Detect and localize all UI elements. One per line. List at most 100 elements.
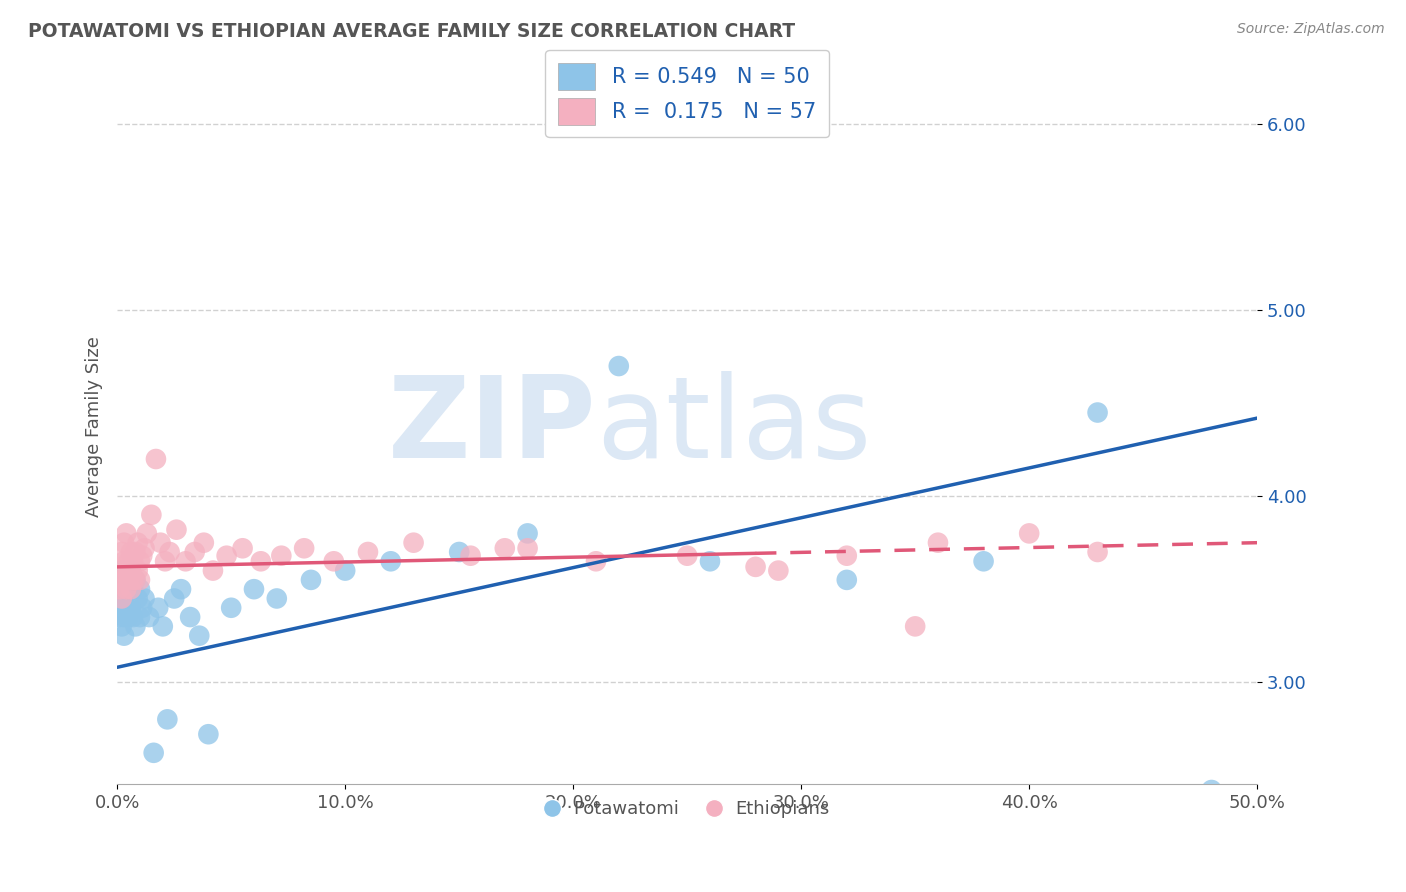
Point	[112, 573, 135, 587]
Point	[585, 554, 607, 568]
Point	[115, 526, 138, 541]
Point	[120, 564, 142, 578]
Text: atlas: atlas	[596, 371, 872, 482]
Point	[120, 582, 142, 597]
Point	[250, 554, 273, 568]
Point	[835, 549, 858, 563]
Point	[129, 610, 152, 624]
Point	[1087, 405, 1109, 419]
Point	[108, 564, 131, 578]
Point	[112, 573, 135, 587]
Point	[108, 610, 131, 624]
Point	[322, 554, 344, 568]
Point	[174, 554, 197, 568]
Point	[127, 564, 149, 578]
Point	[142, 746, 165, 760]
Point	[120, 564, 142, 578]
Point	[494, 541, 516, 556]
Point	[188, 629, 211, 643]
Point	[112, 554, 135, 568]
Point	[117, 610, 139, 624]
Point	[117, 573, 139, 587]
Point	[460, 549, 482, 563]
Point	[744, 560, 766, 574]
Point	[1087, 545, 1109, 559]
Point	[124, 573, 146, 587]
Point	[115, 582, 138, 597]
Point	[835, 573, 858, 587]
Point	[292, 541, 315, 556]
Point	[179, 610, 201, 624]
Text: ZIP: ZIP	[388, 371, 596, 482]
Point	[201, 564, 224, 578]
Point	[266, 591, 288, 606]
Point	[270, 549, 292, 563]
Point	[149, 535, 172, 549]
Point	[112, 629, 135, 643]
Point	[1201, 783, 1223, 797]
Point	[156, 712, 179, 726]
Point	[232, 541, 254, 556]
Point	[170, 582, 193, 597]
Text: Source: ZipAtlas.com: Source: ZipAtlas.com	[1237, 22, 1385, 37]
Point	[219, 600, 242, 615]
Point	[402, 535, 425, 549]
Point	[1018, 526, 1040, 541]
Point	[124, 573, 146, 587]
Point	[138, 610, 160, 624]
Point	[699, 554, 721, 568]
Point	[197, 727, 219, 741]
Point	[193, 535, 215, 549]
Point	[117, 554, 139, 568]
Point	[108, 591, 131, 606]
Legend: Potawatomi, Ethiopians: Potawatomi, Ethiopians	[537, 793, 837, 825]
Point	[243, 582, 266, 597]
Point	[124, 619, 146, 633]
Point	[607, 359, 630, 373]
Point	[163, 591, 186, 606]
Point	[357, 545, 380, 559]
Point	[111, 573, 134, 587]
Point	[159, 545, 181, 559]
Point	[108, 582, 131, 597]
Point	[111, 582, 134, 597]
Point	[380, 554, 402, 568]
Point	[129, 554, 152, 568]
Point	[124, 545, 146, 559]
Point	[215, 549, 238, 563]
Text: POTAWATOMI VS ETHIOPIAN AVERAGE FAMILY SIZE CORRELATION CHART: POTAWATOMI VS ETHIOPIAN AVERAGE FAMILY S…	[28, 22, 796, 41]
Point	[111, 600, 134, 615]
Point	[112, 610, 135, 624]
Point	[129, 582, 152, 597]
Point	[904, 619, 927, 633]
Point	[141, 508, 163, 522]
Point	[111, 545, 134, 559]
Point	[927, 535, 949, 549]
Point	[148, 600, 170, 615]
Point	[127, 591, 149, 606]
Point	[115, 600, 138, 615]
Point	[299, 573, 322, 587]
Point	[135, 526, 157, 541]
Point	[111, 564, 134, 578]
Point	[152, 619, 174, 633]
Point	[145, 452, 167, 467]
Point	[973, 554, 995, 568]
Point	[115, 564, 138, 578]
Point	[449, 545, 471, 559]
Point	[768, 564, 790, 578]
Point	[516, 526, 538, 541]
Point	[134, 591, 156, 606]
Y-axis label: Average Family Size: Average Family Size	[86, 336, 103, 516]
Point	[122, 573, 145, 587]
Point	[120, 545, 142, 559]
Point	[183, 545, 205, 559]
Point	[122, 582, 145, 597]
Point	[112, 535, 135, 549]
Point	[122, 610, 145, 624]
Point	[516, 541, 538, 556]
Point	[117, 573, 139, 587]
Point	[127, 535, 149, 549]
Point	[129, 573, 152, 587]
Point	[335, 564, 357, 578]
